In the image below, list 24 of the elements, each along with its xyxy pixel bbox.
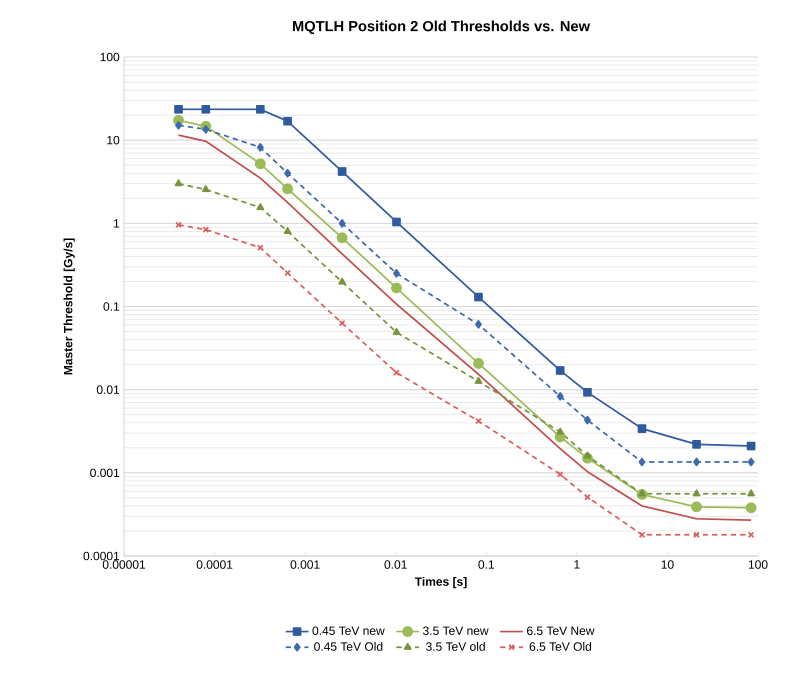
y-tick-label: 10 [107,136,120,144]
y-tick-label: 0.01 [96,385,120,394]
x-tick-label: 0.0001 [196,560,232,569]
legend-label: 6.5 TeV New [527,626,594,635]
legend-label: 3.5 TeV new [423,626,489,635]
y-tick-label: 0.001 [90,468,120,478]
x-tick-label: 0.1 [478,560,494,569]
legend-label: 6.5 TeV Old [530,642,592,651]
y-axis-title: Master Threshold [Gy/s] [64,238,75,374]
x-tick-label: 0.001 [290,560,320,569]
y-tick-label: 1 [114,219,120,228]
x-tick-label: 100 [748,560,768,569]
x-tick-label: 10 [662,560,674,569]
x-tick-label: 1 [574,560,580,569]
x-axis-title: Times [s] [414,577,467,588]
legend-label: 3.5 TeV old [426,642,485,651]
y-tick-label: 100 [100,52,120,62]
chart-title: MQTLH Position 2 Old Thresholds vs. New [292,20,590,34]
y-tick-label: 0.0001 [83,552,120,560]
legend-label: 0.45 TeV Old [314,642,382,651]
legend-label: 0.45 TeV new [312,626,385,635]
y-tick-label: 0.1 [104,302,120,311]
x-tick-label: 0.01 [384,560,407,569]
x-tick-label: 0.00001 [102,560,146,569]
